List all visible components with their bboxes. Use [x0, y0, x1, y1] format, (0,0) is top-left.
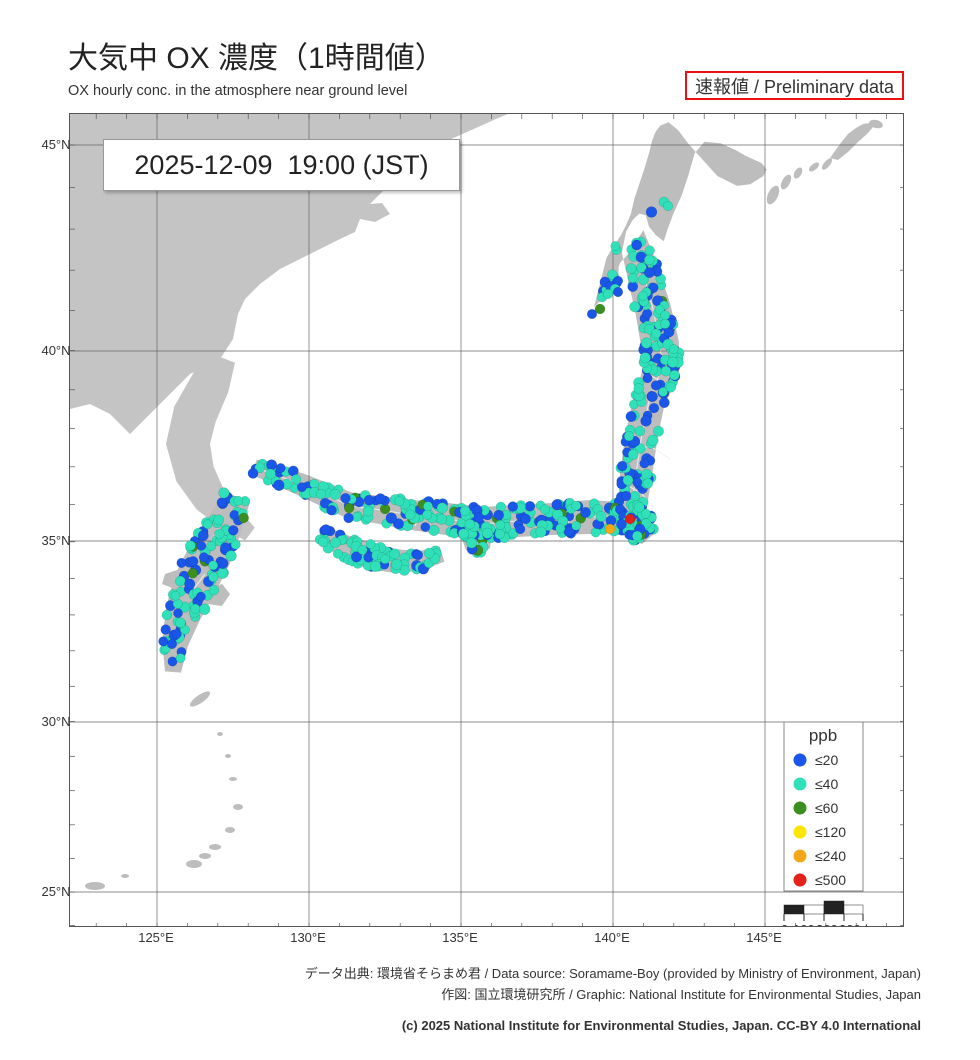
svg-text:100: 100 [793, 922, 815, 927]
svg-text:300: 300 [839, 922, 861, 927]
svg-text:≤240: ≤240 [815, 848, 846, 864]
svg-text:km: km [865, 922, 882, 927]
svg-text:200: 200 [816, 922, 838, 927]
svg-text:≤120: ≤120 [815, 824, 846, 840]
svg-text:≤20: ≤20 [815, 752, 838, 768]
svg-text:≤60: ≤60 [815, 800, 838, 816]
svg-text:≤500: ≤500 [815, 872, 846, 888]
svg-text:0: 0 [781, 922, 788, 927]
svg-text:ppb: ppb [809, 726, 837, 745]
svg-text:≤40: ≤40 [815, 776, 838, 792]
